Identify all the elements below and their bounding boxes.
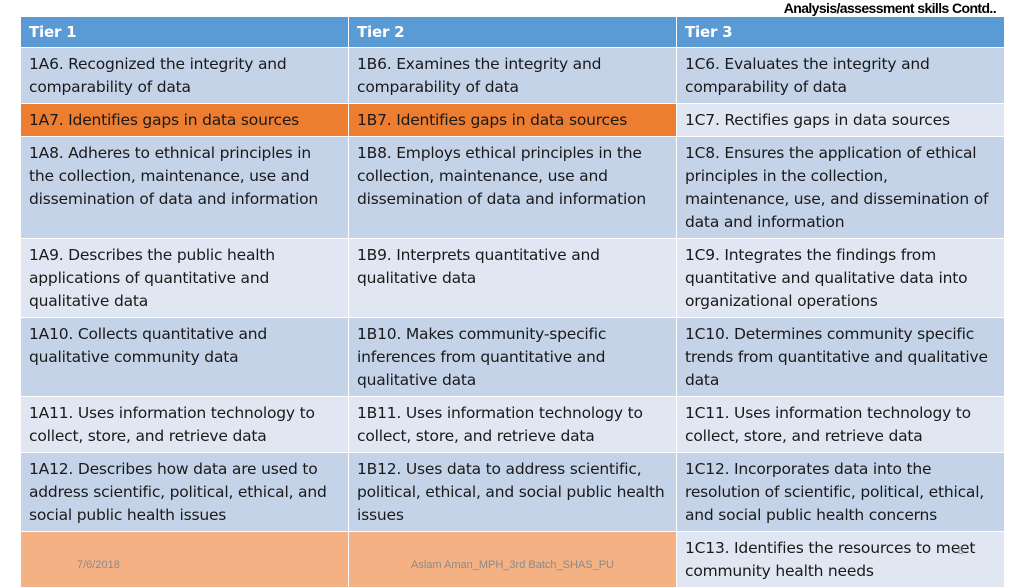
table-cell: 1A11. Uses information technology to col… [20, 396, 349, 453]
table-cell: 1C8. Ensures the application of ethical … [676, 136, 1005, 239]
table-cell: 1B12. Uses data to address scientific, p… [348, 452, 677, 532]
table-cell: 1B11. Uses information technology to col… [348, 396, 677, 453]
table-cell: 1C9. Integrates the findings from quanti… [676, 238, 1005, 318]
table-cell: 1A10. Collects quantitative and qualitat… [20, 317, 349, 397]
table-row: 1A6. Recognized the integrity and compar… [20, 47, 1005, 104]
table-cell: 1C13. Identifies the resources to meet c… [676, 531, 1005, 588]
table-cell: 1C11. Uses information technology to col… [676, 396, 1005, 453]
table-cell: 1C6. Evaluates the integrity and compara… [676, 47, 1005, 104]
slide-title: Analysis/assessment skills Contd.. [783, 0, 997, 16]
table-cell: 1C7. Rectifies gaps in data sources [676, 103, 1005, 137]
table-cell-empty: Aslam Aman_MPH_3rd Batch_SHAS_PU [348, 531, 677, 588]
header-tier-1: Tier 1 [20, 16, 349, 48]
table-cell: 1A6. Recognized the integrity and compar… [20, 47, 349, 104]
table-cell: 1C12. Incorporates data into the resolut… [676, 452, 1005, 532]
page-number: 8 [957, 545, 964, 557]
competency-table: Tier 1 Tier 2 Tier 3 1A6. Recognized the… [20, 16, 1005, 588]
table-cell-highlighted: 1A7. Identifies gaps in data sources [20, 103, 349, 137]
table-cell: 1B6. Examines the integrity and comparab… [348, 47, 677, 104]
table-cell-empty: 7/6/2018 [20, 531, 349, 588]
table-cell: 1A8. Adheres to ethnical principles in t… [20, 136, 349, 239]
table-cell: 1B8. Employs ethical principles in the c… [348, 136, 677, 239]
table-row: 1A11. Uses information technology to col… [20, 396, 1005, 453]
table-row: 1A10. Collects quantitative and qualitat… [20, 317, 1005, 397]
table-cell-highlighted: 1B7. Identifies gaps in data sources [348, 103, 677, 137]
footer-author: Aslam Aman_MPH_3rd Batch_SHAS_PU [411, 559, 614, 571]
table-row-highlighted: 1A7. Identifies gaps in data sources 1B7… [20, 103, 1005, 137]
table-row: 1A9. Describes the public health applica… [20, 238, 1005, 318]
header-tier-3: Tier 3 [676, 16, 1005, 48]
table-cell: 1A12. Describes how data are used to add… [20, 452, 349, 532]
table-cell: 1C10. Determines community specific tren… [676, 317, 1005, 397]
header-tier-2: Tier 2 [348, 16, 677, 48]
footer-date: 7/6/2018 [77, 559, 120, 571]
table-row-last: 7/6/2018 Aslam Aman_MPH_3rd Batch_SHAS_P… [20, 531, 1005, 588]
table-cell: 1A9. Describes the public health applica… [20, 238, 349, 318]
table-cell: 1B9. Interprets quantitative and qualita… [348, 238, 677, 318]
table-cell: 1B10. Makes community-specific inference… [348, 317, 677, 397]
table-row: 1A8. Adheres to ethnical principles in t… [20, 136, 1005, 239]
table-header-row: Tier 1 Tier 2 Tier 3 [20, 16, 1005, 48]
table-row: 1A12. Describes how data are used to add… [20, 452, 1005, 532]
